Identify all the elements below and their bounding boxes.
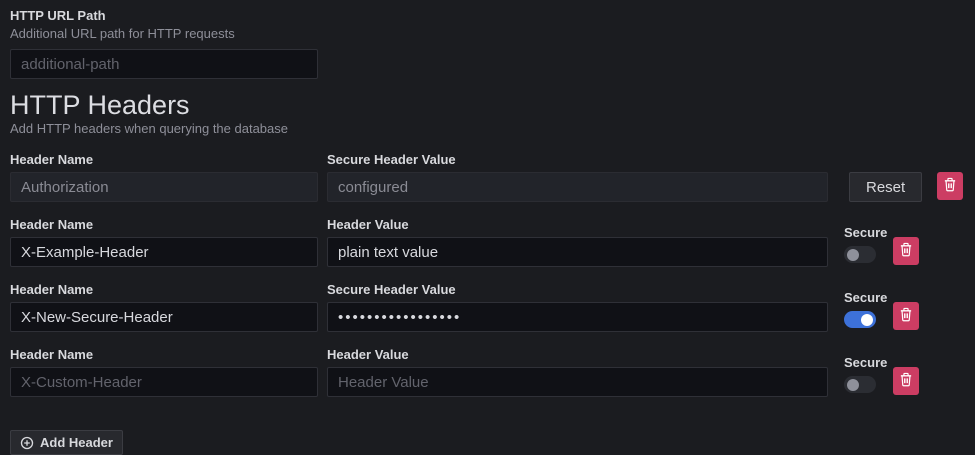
trash-icon — [900, 307, 912, 325]
header-name-field: Header Name — [10, 218, 318, 267]
section-description: Add HTTP headers when querying the datab… — [10, 121, 288, 136]
secure-label: Secure — [844, 355, 888, 370]
secure-toggle[interactable] — [844, 311, 876, 328]
header-value-input[interactable] — [327, 237, 828, 267]
header-row: Header Name Secure Header Value Reset — [10, 153, 965, 202]
url-path-section: HTTP URL Path Additional URL path for HT… — [10, 8, 965, 79]
section-title: HTTP Headers — [10, 90, 190, 120]
header-name-input[interactable] — [10, 237, 318, 267]
secure-label: Secure — [844, 225, 888, 240]
header-name-field: Header Name — [10, 153, 318, 202]
delete-header-button[interactable] — [893, 302, 919, 330]
header-row: Header Name Header Value Secure — [10, 218, 965, 267]
trash-icon — [900, 372, 912, 390]
header-value-field: Secure Header Value — [327, 283, 828, 332]
header-value-label: Secure Header Value — [327, 282, 456, 297]
secure-toggle[interactable] — [844, 376, 876, 393]
header-name-label: Header Name — [10, 217, 94, 232]
secure-toggle-field: Secure — [844, 291, 889, 328]
header-value-input[interactable] — [327, 367, 828, 397]
header-value-label: Header Value — [327, 347, 409, 362]
header-name-field: Header Name — [10, 283, 318, 332]
secure-header-value-input[interactable] — [327, 172, 828, 202]
header-value-field: Secure Header Value — [327, 153, 828, 202]
header-value-label: Secure Header Value — [327, 152, 456, 167]
header-name-field: Header Name — [10, 348, 318, 397]
delete-header-button[interactable] — [893, 367, 919, 395]
header-name-label: Header Name — [10, 282, 94, 297]
header-value-field: Header Value — [327, 218, 828, 267]
header-name-input[interactable] — [10, 302, 318, 332]
add-header-label: Add Header — [40, 435, 113, 450]
secure-toggle[interactable] — [844, 246, 876, 263]
header-name-input[interactable] — [10, 367, 318, 397]
secure-toggle-field: Secure — [844, 226, 889, 263]
toggle-knob — [847, 248, 859, 261]
url-path-label: HTTP URL Path — [10, 8, 106, 23]
url-path-description: Additional URL path for HTTP requests — [10, 26, 235, 41]
secure-toggle-field: Secure — [844, 356, 889, 393]
delete-header-button[interactable] — [893, 237, 919, 265]
header-name-label: Header Name — [10, 347, 94, 362]
toggle-knob — [847, 378, 859, 391]
delete-header-button[interactable] — [937, 172, 964, 200]
url-path-input[interactable] — [10, 49, 318, 79]
circle-plus-icon — [20, 436, 34, 450]
secure-header-value-input[interactable] — [327, 302, 828, 332]
header-name-input[interactable] — [10, 172, 318, 202]
header-row: Header Name Header Value Secure — [10, 348, 965, 397]
trash-icon — [900, 242, 912, 260]
trash-icon — [944, 177, 956, 195]
toggle-knob — [861, 313, 873, 326]
header-name-label: Header Name — [10, 152, 94, 167]
http-headers-section: HTTP Headers Add HTTP headers when query… — [10, 91, 965, 455]
header-row: Header Name Secure Header Value Secure — [10, 283, 965, 332]
secure-label: Secure — [844, 290, 888, 305]
header-value-field: Header Value — [327, 348, 828, 397]
add-header-button[interactable]: Add Header — [10, 430, 123, 455]
reset-button[interactable]: Reset — [849, 172, 923, 202]
header-value-label: Header Value — [327, 217, 409, 232]
